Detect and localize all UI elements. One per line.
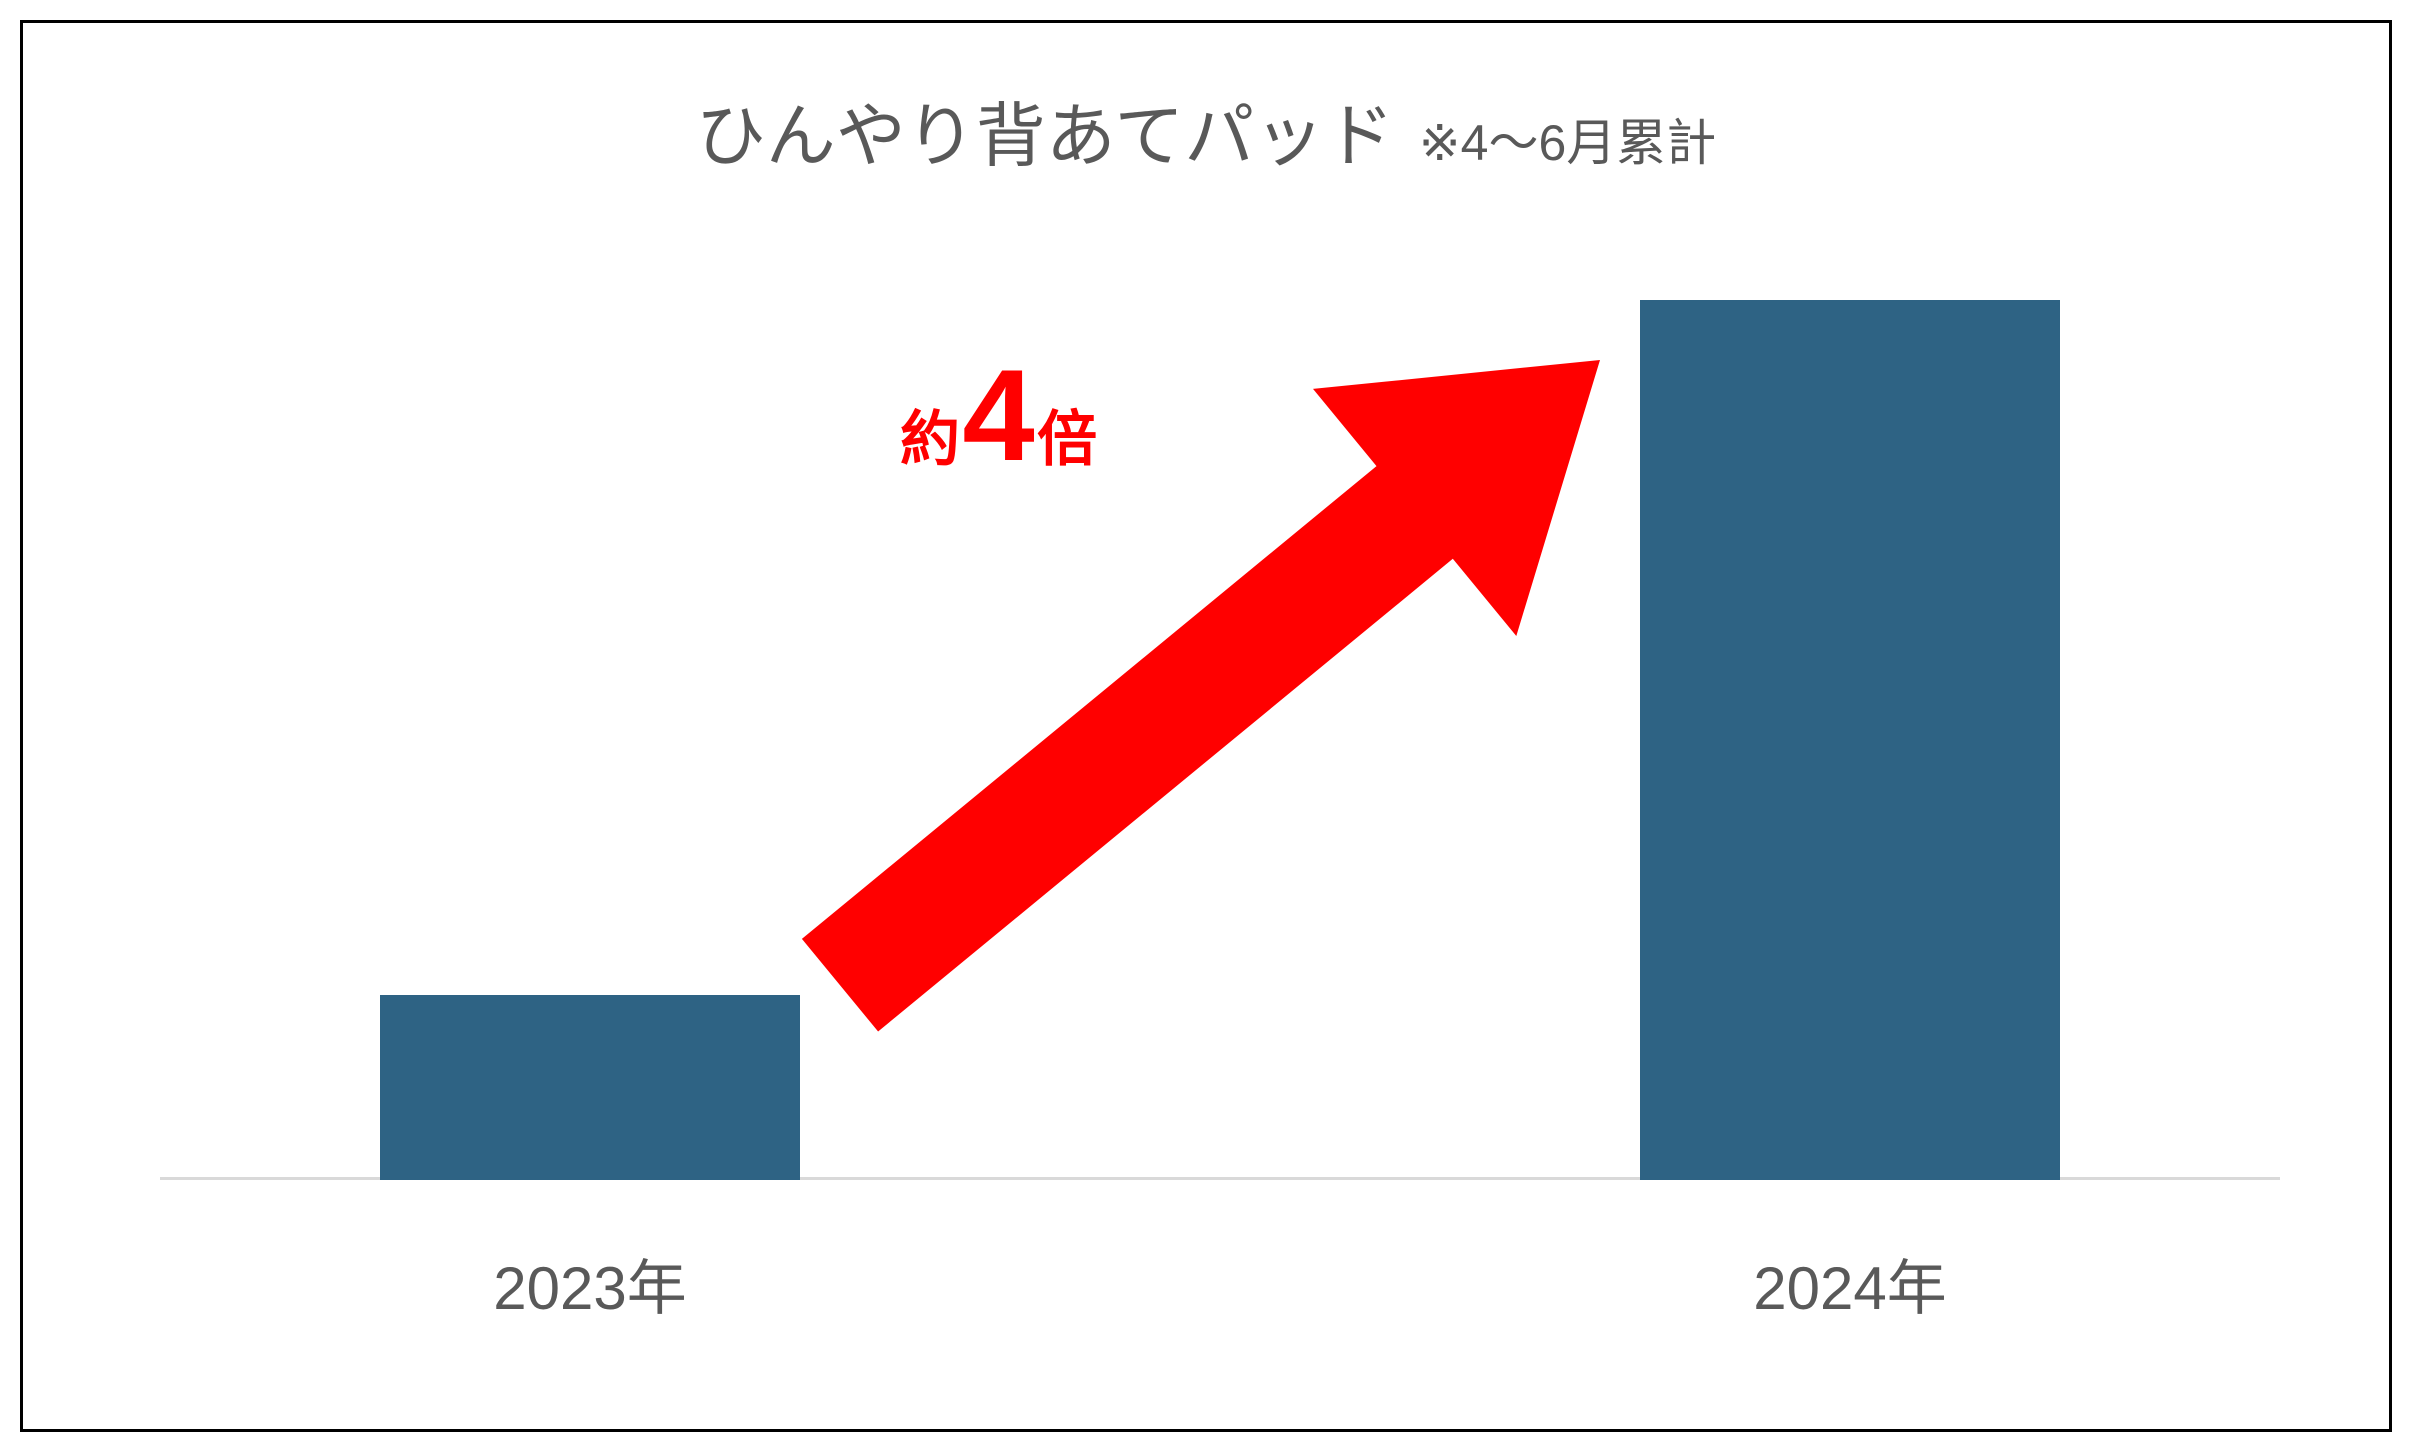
callout-number: 4 xyxy=(962,350,1034,480)
arrow-icon xyxy=(160,300,2280,1180)
title-main: ひんやり背あてパッド xyxy=(696,97,1395,175)
chart-title: ひんやり背あてパッド ※4～6月累計 xyxy=(20,80,2392,181)
growth-arrow xyxy=(160,300,2280,1180)
x-label-0: 2023年 xyxy=(390,1240,790,1327)
x-label-1: 2024年 xyxy=(1650,1240,2050,1327)
callout-suffix: 倍 xyxy=(1037,391,1097,478)
callout-prefix: 約 xyxy=(900,391,960,478)
title-sub: ※4～6月累計 xyxy=(1419,115,1717,171)
growth-callout: 約 4 倍 xyxy=(900,350,1097,480)
